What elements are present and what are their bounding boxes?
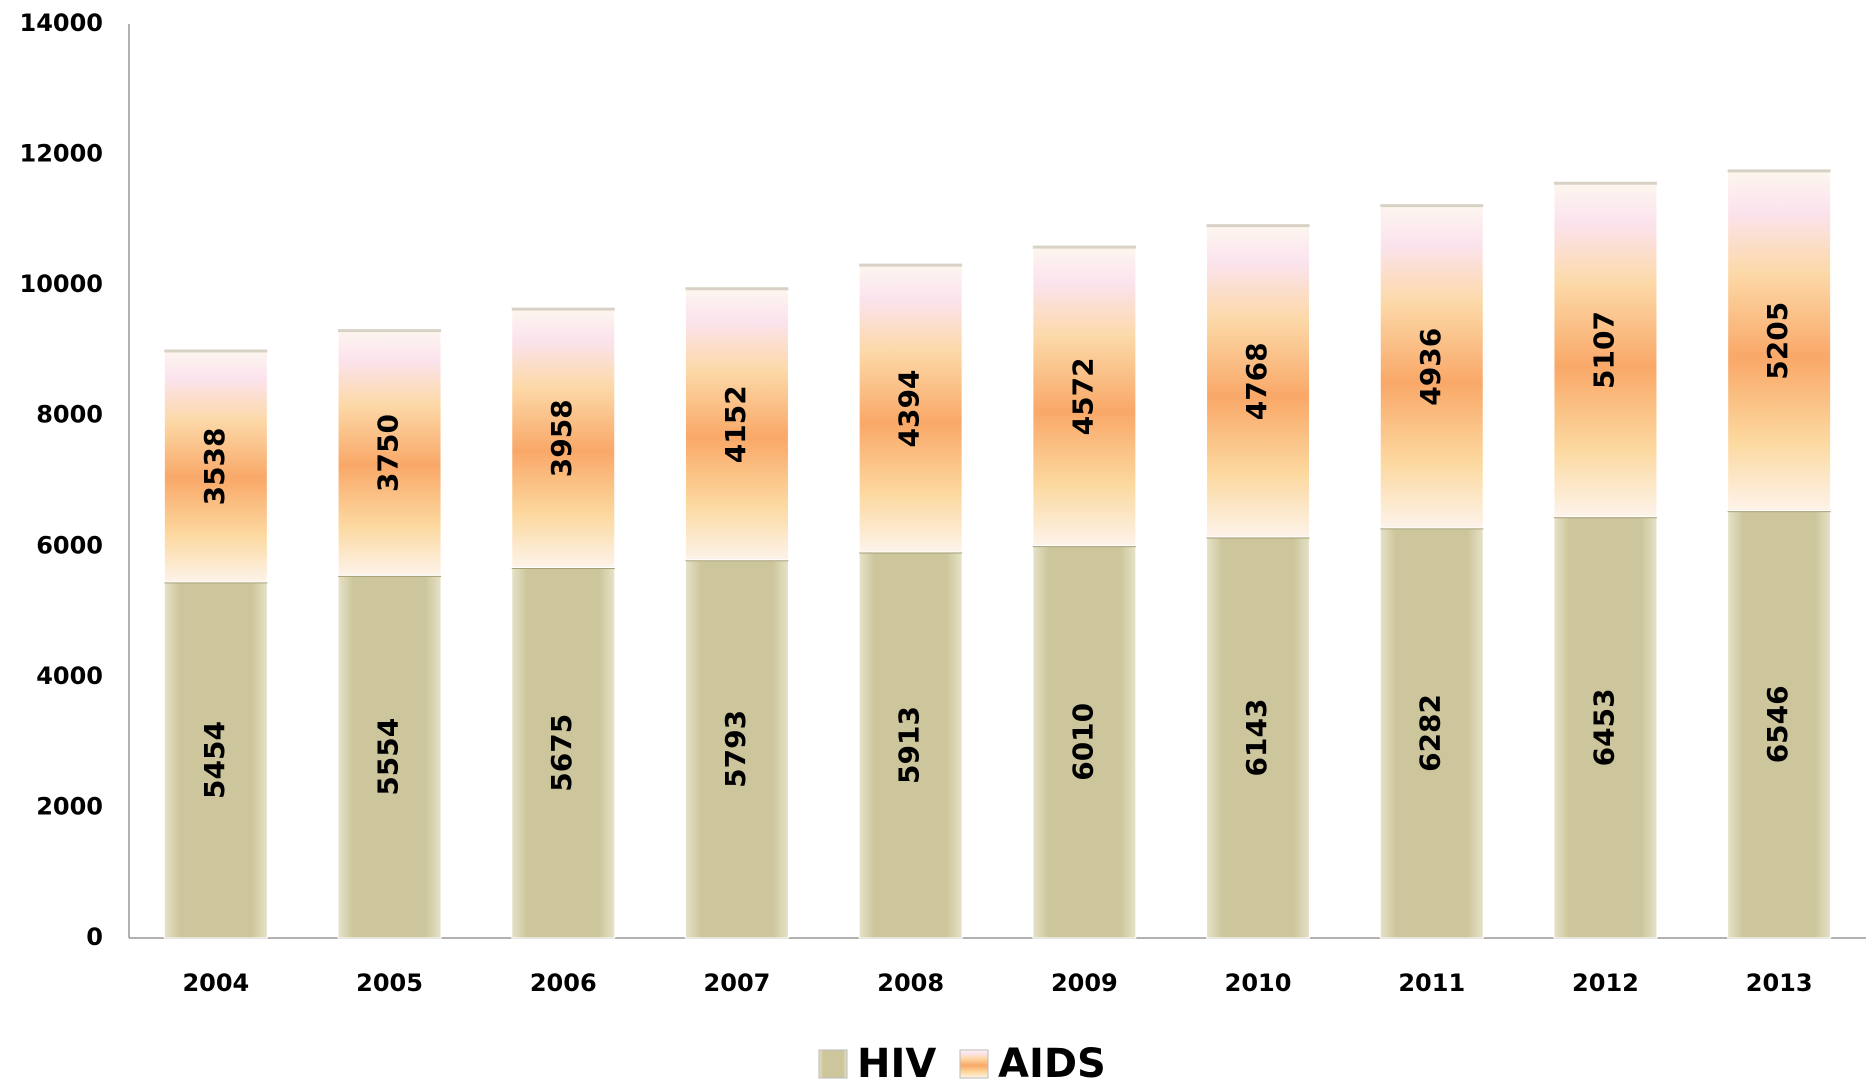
data-label: 4152 <box>719 385 752 463</box>
bar-segment <box>1206 536 1311 939</box>
data-label: 5205 <box>1761 302 1794 380</box>
bar-segment <box>511 567 616 939</box>
y-tick-label: 6000 <box>36 531 103 559</box>
x-tick-label: 2006 <box>530 969 597 997</box>
bar-segment <box>1553 516 1658 939</box>
bar-segment <box>858 264 963 553</box>
y-tick-label: 2000 <box>36 792 103 820</box>
data-label: 6453 <box>1587 688 1620 766</box>
bar-segment <box>1727 170 1832 512</box>
x-tick-label: 2009 <box>1051 969 1118 997</box>
bar-segment <box>684 288 789 561</box>
x-tick-label: 2012 <box>1572 969 1639 997</box>
y-tick-label: 10000 <box>20 270 104 298</box>
x-tick-label: 2005 <box>356 969 423 997</box>
bar-segment <box>1379 205 1484 529</box>
bar-segment <box>1379 527 1484 939</box>
x-tick-label: 2013 <box>1746 969 1813 997</box>
bar-segment <box>1727 510 1832 939</box>
bar-segment <box>1032 545 1137 939</box>
bar-segment <box>337 574 442 939</box>
data-label: 4768 <box>1240 342 1273 420</box>
bar-segment <box>511 308 616 569</box>
bar-segment <box>1032 246 1137 547</box>
data-label: 6282 <box>1414 694 1447 772</box>
x-tick-label: 2004 <box>182 969 249 997</box>
data-label: 5454 <box>198 721 231 799</box>
x-tick-label: 2008 <box>877 969 944 997</box>
data-label: 5913 <box>893 706 926 784</box>
data-label: 3538 <box>198 427 231 505</box>
data-label: 6546 <box>1761 685 1794 763</box>
y-tick-label: 4000 <box>36 662 103 690</box>
legend-label: HIV <box>857 1041 936 1087</box>
bar-segment <box>858 551 963 939</box>
data-label: 4394 <box>893 370 926 448</box>
y-tick-label: 8000 <box>36 401 103 429</box>
y-tick-label: 0 <box>86 923 103 951</box>
legend-label: AIDS <box>998 1041 1106 1087</box>
bar-segment <box>163 581 268 939</box>
y-tick-label: 14000 <box>20 9 104 37</box>
bar-segment <box>1206 225 1311 538</box>
data-label: 5107 <box>1587 311 1620 389</box>
legend-swatch <box>818 1049 848 1079</box>
data-label: 5675 <box>545 714 578 792</box>
bar-segment <box>1553 182 1658 518</box>
data-label: 5793 <box>719 710 752 788</box>
x-tick-label: 2011 <box>1398 969 1465 997</box>
data-label: 6143 <box>1240 699 1273 777</box>
y-tick-label: 12000 <box>20 140 104 168</box>
data-label: 3750 <box>372 414 405 492</box>
legend-swatch <box>959 1049 989 1079</box>
data-label: 4572 <box>1066 357 1099 435</box>
data-label: 4936 <box>1414 328 1447 406</box>
data-label: 5554 <box>372 718 405 796</box>
data-label: 6010 <box>1066 703 1099 781</box>
x-tick-label: 2010 <box>1225 969 1292 997</box>
x-tick-label: 2007 <box>704 969 771 997</box>
data-label: 3958 <box>545 399 578 477</box>
